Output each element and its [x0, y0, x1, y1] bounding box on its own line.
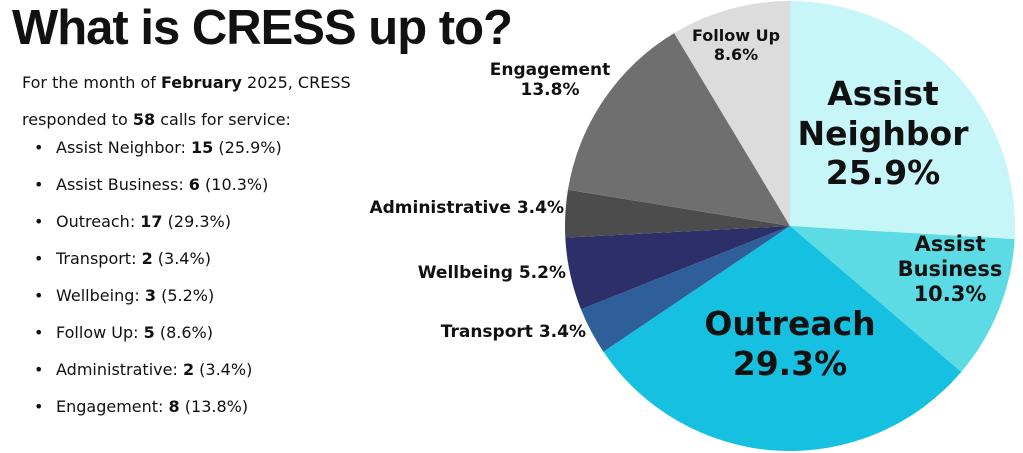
item-count: 8 [168, 397, 180, 416]
list-item: Assist Neighbor: 15 (25.9%) [34, 138, 282, 157]
list-item: Administrative: 2 (3.4%) [34, 360, 252, 379]
pie-slice [790, 1, 1016, 240]
item-count: 15 [191, 138, 214, 157]
pie-slice [580, 226, 790, 352]
item-text: Outreach: 17 (29.3%) [56, 212, 231, 231]
intro: For the month of February 2025, CRESS res… [22, 64, 351, 138]
intro-total: 58 [132, 110, 156, 129]
slice-value: 25.9% [825, 153, 941, 193]
item-percent: (25.9%) [218, 138, 282, 157]
pie-slice [674, 1, 790, 226]
item-count: 5 [143, 323, 155, 342]
title: What is CRESS up to? [12, 1, 513, 55]
slice-value: 3.4% [538, 322, 586, 342]
slice-value: 10.3% [913, 282, 987, 307]
slice-label: Assist Business 10.3% [890, 232, 1010, 308]
intro-text: For the month of [22, 73, 161, 92]
pie-slice [565, 226, 790, 310]
item-label: Follow Up: [56, 323, 144, 342]
slice-label: Assist Neighbor 25.9% [788, 74, 978, 193]
item-percent: (13.8%) [184, 397, 249, 416]
item-text: Administrative: 2 (3.4%) [56, 360, 252, 379]
item-count: 2 [141, 249, 153, 268]
item-text: Transport: 2 (3.4%) [56, 249, 211, 268]
slice-category: Outreach [704, 304, 876, 343]
item-text: Wellbeing: 3 (5.2%) [56, 286, 214, 305]
slice-category: Engagement [489, 60, 611, 80]
item-label: Engagement: [56, 397, 169, 416]
item-percent: (29.3%) [167, 212, 231, 231]
slice-label: Engagement 13.8% [480, 60, 620, 101]
item-label: Assist Business: [56, 175, 189, 194]
item-count: 6 [188, 175, 200, 194]
slice-label: Administrative 3.4% [330, 198, 564, 218]
item-text: Follow Up: 5 (8.6%) [56, 323, 213, 342]
intro-month: February [160, 73, 242, 92]
slice-category: Wellbeing [417, 263, 513, 283]
item-label: Administrative: [56, 360, 183, 379]
item-percent: (8.6%) [159, 323, 213, 342]
item-text: Assist Business: 6 (10.3%) [56, 175, 268, 194]
slice-value: 8.6% [713, 45, 759, 65]
item-count: 3 [144, 286, 156, 305]
item-text: Assist Neighbor: 15 (25.9%) [56, 138, 282, 157]
slice-category: Assist Business [897, 232, 1003, 282]
item-label: Outreach: [56, 212, 141, 231]
intro-text: calls for service: [155, 110, 291, 129]
list-item: Wellbeing: 3 (5.2%) [34, 286, 214, 305]
list-item: Transport: 2 (3.4%) [34, 249, 211, 268]
item-percent: (10.3%) [205, 175, 269, 194]
pie-slice [603, 226, 962, 451]
item-label: Transport: [56, 249, 142, 268]
item-label: Assist Neighbor: [56, 138, 192, 157]
intro-text: responded to [22, 110, 133, 129]
item-percent: (3.4%) [199, 360, 253, 379]
slice-label: Follow Up 8.6% [672, 26, 800, 64]
item-percent: (3.4%) [157, 249, 211, 268]
slice-category: Assist Neighbor [797, 74, 969, 153]
slice-value: 5.2% [518, 263, 566, 283]
list-item: Outreach: 17 (29.3%) [34, 212, 231, 231]
slice-label: Transport 3.4% [380, 322, 586, 342]
slice-category: Follow Up [691, 26, 781, 45]
slice-value: 29.3% [732, 343, 848, 383]
pie-slice [790, 226, 1015, 372]
slice-label: Wellbeing 5.2% [360, 263, 566, 283]
slice-value: 13.8% [520, 80, 580, 101]
slice-value: 3.4% [516, 198, 564, 218]
item-count: 2 [182, 360, 195, 379]
item-count: 17 [140, 212, 163, 231]
slice-category: Transport [440, 322, 533, 342]
list-item: Assist Business: 6 (10.3%) [34, 175, 268, 194]
slice-category: Administrative [369, 198, 511, 218]
pie-slice [564, 189, 790, 238]
item-text: Engagement: 8 (13.8%) [56, 397, 248, 416]
pie-slice [567, 33, 790, 226]
item-label: Wellbeing: [56, 286, 145, 305]
item-percent: (5.2%) [161, 286, 215, 305]
slice-label: Outreach 29.3% [680, 304, 900, 383]
list-item: Engagement: 8 (13.8%) [34, 397, 248, 416]
intro-text: 2025, CRESS [241, 73, 351, 92]
list-item: Follow Up: 5 (8.6%) [34, 323, 213, 342]
